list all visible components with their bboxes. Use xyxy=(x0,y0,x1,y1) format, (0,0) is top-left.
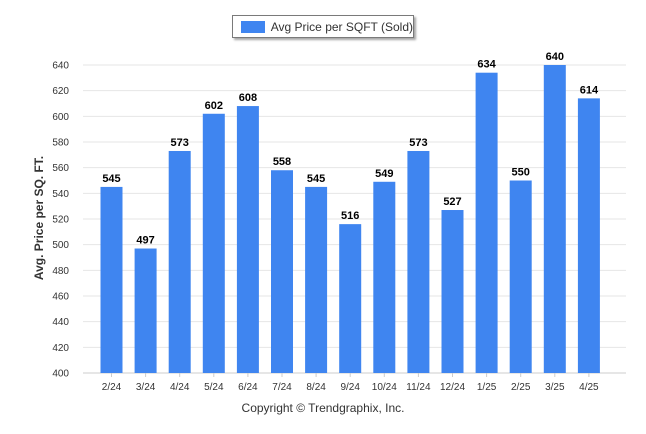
bar-7-24 xyxy=(271,170,293,373)
y-tick-label: 460 xyxy=(52,292,69,303)
y-tick-label: 540 xyxy=(52,189,69,200)
data-label: 614 xyxy=(580,84,599,96)
bar-4-25 xyxy=(577,98,600,373)
y-tick-label: 420 xyxy=(52,343,69,354)
y-tick-label: 520 xyxy=(52,215,69,226)
data-labels: 545 497 573 602 608 558 545 516 549 573 527 634 550 6… xyxy=(102,51,599,247)
bars xyxy=(100,65,600,374)
legend-label: Avg Price per SQFT (Sold) xyxy=(270,19,413,34)
bar-12-24 xyxy=(441,210,464,373)
bar-6-24 xyxy=(236,106,259,374)
bar-1-25 xyxy=(475,72,498,373)
x-tick-label: 10/24 xyxy=(372,382,397,393)
data-label: 549 xyxy=(375,168,393,180)
data-label: 545 xyxy=(102,173,120,185)
bar-10-24 xyxy=(373,181,396,373)
x-axis-ticks: 2/24 3/24 4/24 5/24 6/24 7/24 8/24 9/24 10/24 11/… xyxy=(102,373,599,393)
x-tick-label: 5/24 xyxy=(204,382,224,393)
x-tick-label: 4/25 xyxy=(579,382,599,393)
y-tick-label: 580 xyxy=(52,138,69,149)
y-tick-label: 400 xyxy=(52,369,69,380)
y-tick-label: 600 xyxy=(52,112,69,123)
bar-3-25 xyxy=(543,65,566,373)
data-label: 516 xyxy=(341,210,359,222)
bar-4-24 xyxy=(168,150,191,373)
bar-2-25 xyxy=(509,180,532,373)
bar-11-24 xyxy=(407,150,430,373)
x-tick-label: 7/24 xyxy=(272,382,292,393)
x-tick-label: 12/24 xyxy=(440,382,465,393)
y-axis-title: Avg. Price per SQ. FT. xyxy=(32,156,46,280)
x-tick-label: 2/25 xyxy=(511,382,531,393)
y-tick-label: 640 xyxy=(52,61,69,72)
x-tick-label: 2/24 xyxy=(102,382,122,393)
x-tick-label: 4/24 xyxy=(170,382,190,393)
legend[interactable]: Avg Price per SQFT (Sold) xyxy=(232,15,414,38)
x-tick-label: 3/25 xyxy=(545,382,565,393)
x-tick-label: 11/24 xyxy=(406,382,431,393)
y-tick-label: 620 xyxy=(52,86,69,97)
y-axis-ticks: 400 420 440 460 480 500 520 540 560 580 600 620 640 xyxy=(52,61,69,380)
y-tick-label: 560 xyxy=(52,163,69,174)
x-tick-label: 6/24 xyxy=(238,382,258,393)
x-tick-label: 8/24 xyxy=(306,382,326,393)
data-label: 497 xyxy=(136,235,154,247)
y-tick-label: 480 xyxy=(52,266,69,277)
copyright-footer: Copyright © Trendgraphix, Inc. xyxy=(241,401,405,415)
data-label: 558 xyxy=(273,156,291,168)
y-tick-label: 500 xyxy=(52,240,69,251)
bar-2-24 xyxy=(100,186,123,373)
y-tick-label: 440 xyxy=(52,317,69,328)
data-label: 573 xyxy=(171,137,189,149)
data-label: 602 xyxy=(205,100,223,112)
data-label: 573 xyxy=(409,137,427,149)
bar-3-24 xyxy=(134,248,157,373)
legend-swatch-icon xyxy=(241,20,265,33)
x-tick-label: 1/25 xyxy=(477,382,497,393)
x-tick-label: 9/24 xyxy=(340,382,360,393)
bar-9-24 xyxy=(339,224,362,373)
data-label: 608 xyxy=(239,92,257,104)
data-label: 640 xyxy=(546,51,564,63)
data-label: 545 xyxy=(307,173,325,185)
x-tick-label: 3/24 xyxy=(136,382,156,393)
bar-8-24 xyxy=(305,186,328,373)
data-label: 550 xyxy=(512,167,530,179)
data-label: 634 xyxy=(477,59,496,71)
data-label: 527 xyxy=(443,196,461,208)
bar-5-24 xyxy=(202,113,225,374)
